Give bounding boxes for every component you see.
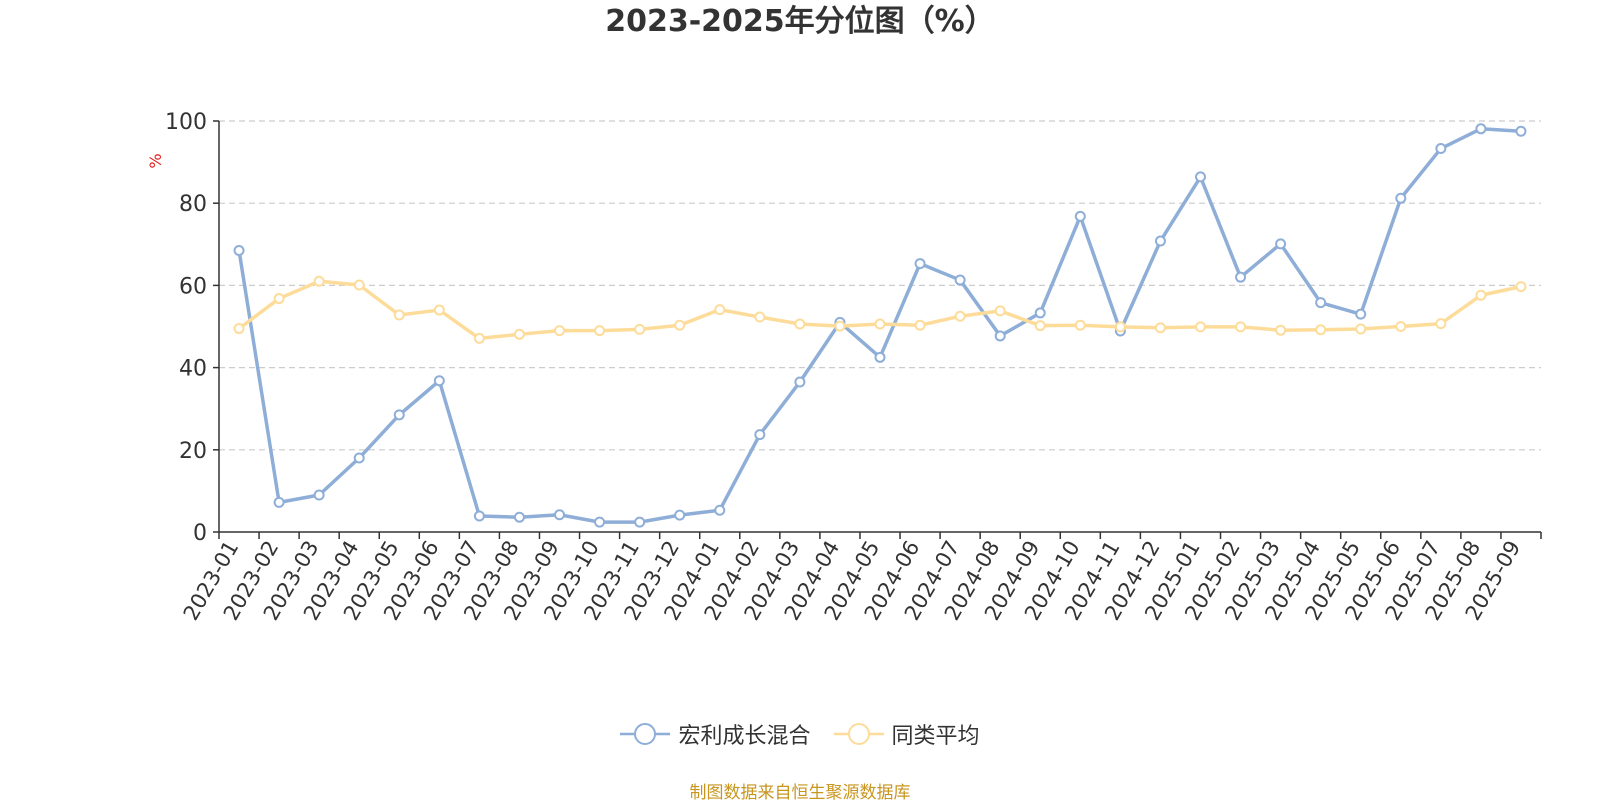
data-point-series-1[interactable] [513,511,525,523]
data-point-series-2[interactable] [1435,318,1447,330]
data-point-series-1[interactable] [954,274,966,286]
data-point-series-1[interactable] [874,351,886,363]
data-point-series-1[interactable] [674,509,686,521]
data-point-series-1[interactable] [914,258,926,270]
data-point-series-2[interactable] [1475,289,1487,301]
data-point-series-2[interactable] [554,325,566,337]
legend-item-series-1[interactable]: 宏利成长混合 [620,718,811,750]
y-tick-label: 60 [179,274,207,299]
data-point-series-1[interactable] [1475,123,1487,135]
data-point-series-1[interactable] [393,409,405,421]
data-point-series-2[interactable] [1395,321,1407,332]
legend-marker-series-2 [833,723,884,745]
data-point-series-2[interactable] [473,332,485,344]
data-point-series-2[interactable] [1194,321,1206,333]
data-point-series-2[interactable] [1355,323,1367,335]
data-point-series-2[interactable] [714,304,726,316]
data-point-series-2[interactable] [754,311,766,323]
data-point-series-1[interactable] [1355,308,1367,320]
data-point-series-2[interactable] [794,318,806,330]
data-point-series-1[interactable] [794,376,806,388]
data-point-series-1[interactable] [353,452,365,464]
data-point-series-2[interactable] [914,319,926,331]
series-line-2 [237,279,1523,341]
grid-lines [219,120,1541,451]
data-point-series-1[interactable] [273,496,285,508]
data-point-series-1[interactable] [433,375,445,387]
data-point-series-1[interactable] [233,244,245,256]
data-point-series-2[interactable] [954,310,966,322]
data-point-series-1[interactable] [1395,192,1407,204]
data-point-series-2[interactable] [1034,320,1046,332]
data-point-series-1[interactable] [554,509,566,521]
data-point-series-2[interactable] [513,328,525,340]
legend-label-series-1: 宏利成长混合 [678,724,811,749]
data-point-series-1[interactable] [1515,125,1527,137]
data-point-series-2[interactable] [1515,281,1527,293]
y-tick-label: 20 [179,439,207,464]
source-note: 制图数据来自恒生聚源数据库 [689,783,911,803]
data-point-series-1[interactable] [754,429,766,441]
data-point-series-1[interactable] [1154,235,1166,247]
data-point-series-1[interactable] [1315,297,1327,309]
y-axis-label: % [146,153,165,168]
data-point-series-2[interactable] [233,323,245,335]
data-point-series-1[interactable] [1034,307,1046,319]
y-tick-label: 0 [193,521,207,546]
y-tick-label: 100 [165,110,207,135]
data-point-series-2[interactable] [1235,321,1247,333]
data-point-series-1[interactable] [994,330,1006,342]
data-point-series-1[interactable] [473,510,485,522]
data-point-series-2[interactable] [674,319,686,331]
data-point-series-2[interactable] [994,305,1006,317]
data-point-series-2[interactable] [874,318,886,330]
data-point-series-2[interactable] [1074,319,1086,331]
legend-item-series-2[interactable]: 同类平均 [833,718,980,750]
legend-label-series-2: 同类平均 [891,724,980,749]
data-point-series-1[interactable] [634,516,646,528]
data-point-series-2[interactable] [1315,324,1327,336]
data-point-series-2[interactable] [353,279,365,291]
data-point-series-1[interactable] [714,504,726,516]
data-point-series-2[interactable] [1275,324,1287,336]
data-point-series-2[interactable] [594,325,606,337]
data-point-series-1[interactable] [1235,271,1247,283]
data-point-series-1[interactable] [313,489,325,501]
y-tick-label: 40 [179,357,207,382]
data-point-series-1[interactable] [594,516,606,528]
series-lines [233,123,1527,528]
data-point-series-1[interactable] [1275,238,1287,250]
data-point-series-2[interactable] [313,275,325,287]
data-point-series-2[interactable] [393,309,405,321]
y-tick-label: 80 [179,192,207,217]
data-point-series-2[interactable] [1114,321,1126,333]
legend: 宏利成长混合 同类平均 [0,718,1600,753]
data-point-series-2[interactable] [273,293,285,305]
data-point-series-1[interactable] [1074,210,1086,222]
data-point-series-2[interactable] [834,320,846,332]
chart-title: 2023-2025年分位图（%） [605,4,995,39]
data-point-series-1[interactable] [1435,143,1447,155]
legend-marker-series-1 [620,723,671,745]
data-point-series-2[interactable] [1154,322,1166,334]
data-point-series-2[interactable] [634,323,646,335]
data-point-series-1[interactable] [1194,171,1206,183]
data-point-series-2[interactable] [433,304,445,316]
